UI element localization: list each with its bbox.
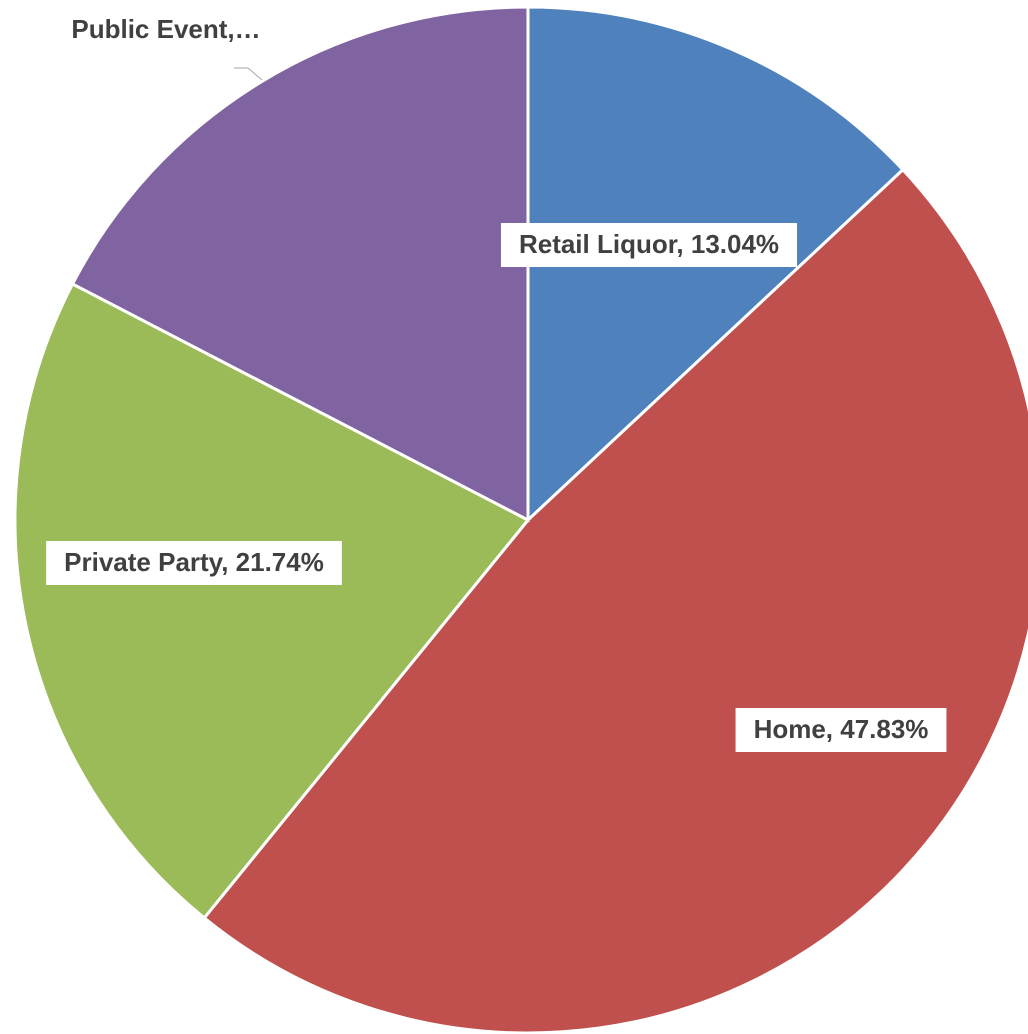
- pie-slice: [202, 167, 1028, 1034]
- label-box: [46, 541, 342, 585]
- label-box: [500, 223, 798, 267]
- label-box: [735, 708, 947, 752]
- data-label: Public Event,…: [71, 14, 260, 44]
- data-label: Private Party, 21.74%: [64, 547, 324, 577]
- data-label: Retail Liquor, 13.04%: [519, 229, 779, 259]
- pie-slice: [13, 281, 531, 921]
- pie-slice: [70, 5, 530, 523]
- leader-line: [234, 67, 263, 81]
- data-label: Home, 47.83%: [754, 714, 929, 744]
